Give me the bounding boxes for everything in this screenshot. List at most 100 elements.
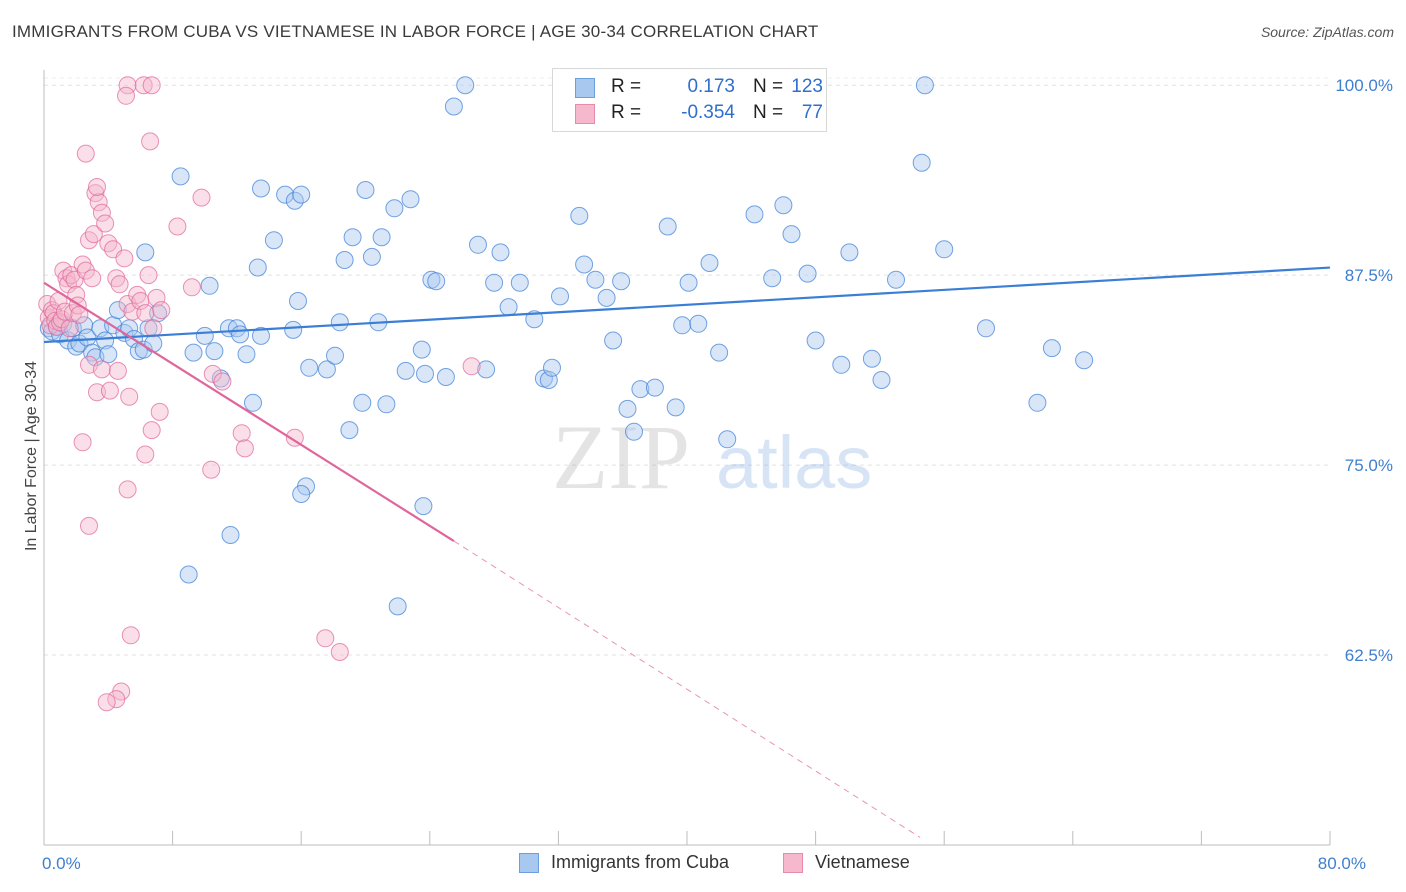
bottom-legend-swatch-vietnamese [783, 853, 803, 873]
cuba-point [237, 345, 256, 364]
cuba-point [570, 206, 589, 225]
chart-title: IMMIGRANTS FROM CUBA VS VIETNAMESE IN LA… [12, 22, 819, 41]
bottom-legend-label-vietnamese: Vietnamese [815, 852, 910, 872]
vietnamese-point [213, 372, 232, 391]
cuba-point [205, 342, 224, 361]
legend-n-value: 77 [801, 102, 823, 123]
legend-n-value: 123 [791, 76, 823, 97]
grid-lines [44, 77, 1330, 656]
cuba-point [416, 364, 434, 383]
vietnamese-point [60, 319, 79, 338]
cuba-point [340, 421, 359, 440]
cuba-point [510, 273, 529, 292]
vietnamese-point [96, 214, 115, 233]
vietnamese-point [136, 304, 155, 323]
cuba-point [689, 314, 708, 333]
cuba-point [171, 167, 190, 186]
cuba-point [977, 319, 995, 338]
cuba-point [491, 243, 510, 262]
cuba-point [99, 345, 118, 364]
vietnamese-point [83, 269, 102, 288]
cuba-point [436, 368, 455, 386]
cuba-point [469, 235, 487, 254]
cuba-point [300, 358, 319, 377]
cuba-point [887, 270, 905, 289]
vietnamese-point [73, 433, 92, 452]
cuba-point [343, 228, 362, 247]
cuba-point [326, 346, 344, 365]
cuba-point [485, 273, 504, 292]
vietnamese-point [92, 203, 111, 222]
vietnamese-point [38, 295, 57, 313]
cuba-point [372, 228, 391, 247]
vietnamese-point [141, 132, 160, 151]
axes [43, 70, 1331, 846]
legend-swatch-cuba [575, 78, 595, 98]
cuba-point [782, 225, 801, 244]
cuba-point [575, 255, 594, 274]
y-tick-label: 100.0% [1335, 76, 1393, 95]
cuba-point [317, 360, 336, 379]
x-tick-labels: 0.0% 80.0% [42, 854, 1366, 873]
vietnamese-point [121, 626, 140, 645]
y-tick-label: 87.5% [1345, 266, 1393, 285]
cuba-point [144, 334, 163, 353]
cuba-point [597, 288, 616, 307]
cuba-point [353, 393, 372, 412]
source-label: Source: ZipAtlas.com [1260, 24, 1394, 40]
y-tick-label: 75.0% [1345, 456, 1393, 475]
vietnamese-point [462, 357, 481, 376]
vietnamese-point [88, 383, 106, 402]
cuba-point [1075, 351, 1094, 370]
vietnamese-point [118, 480, 137, 499]
vietnamese-point [117, 86, 135, 105]
vietnamese-point [142, 76, 161, 95]
cuba-point [872, 371, 891, 389]
vietnamese-point [232, 424, 251, 443]
vietnamese-point [150, 402, 169, 421]
legend-r-label: R = [611, 102, 642, 123]
cuba-point [264, 231, 283, 250]
vietnamese-point [235, 439, 254, 458]
cuba-point [377, 395, 396, 414]
vietnamese-point [92, 360, 111, 379]
cuba-point [718, 430, 737, 449]
legend-r-label: R = [611, 76, 642, 97]
cuba-point [618, 399, 637, 418]
cuba-point [645, 378, 664, 397]
cuba-point [763, 269, 782, 288]
vietnamese-trend-line [43, 281, 455, 543]
vietnamese-point [120, 387, 139, 406]
watermark-atlas: atlas [716, 421, 872, 504]
vietnamese-point [144, 319, 163, 338]
vietnamese-point [51, 313, 70, 332]
cuba-point [252, 179, 270, 198]
cuba-point [774, 196, 793, 215]
cuba-point [700, 254, 719, 272]
vietnamese-point [107, 690, 126, 709]
cuba-point [612, 272, 631, 291]
vietnamese-point [147, 288, 166, 307]
cuba-point [401, 190, 420, 209]
cuba-point [134, 340, 153, 359]
cuba-point [673, 316, 692, 335]
vietnamese-point [84, 225, 103, 244]
bottom-legend-swatch-cuba [519, 853, 539, 873]
vietnamese-point [76, 144, 95, 163]
cuba-point [414, 497, 433, 516]
vietnamese-point [108, 361, 127, 380]
cuba-point [136, 243, 155, 262]
cuba-point [862, 349, 881, 368]
cuba-point [184, 343, 203, 362]
stats-legend: R = 0.173 N = 123 R = -0.354 N = 77 [552, 68, 827, 132]
cuba-point [1028, 393, 1047, 412]
cuba-point [658, 217, 677, 236]
cuba-point [427, 272, 446, 291]
bottom-legend-label-cuba: Immigrants from Cuba [551, 852, 730, 872]
cuba-point [499, 298, 518, 317]
vietnamese-point [97, 693, 116, 712]
cuba-point [1042, 339, 1061, 358]
cuba-point [388, 597, 407, 616]
cuba-point [385, 199, 404, 218]
y-tick-labels: 100.0% 87.5% 75.0% 62.5% [1335, 76, 1393, 665]
